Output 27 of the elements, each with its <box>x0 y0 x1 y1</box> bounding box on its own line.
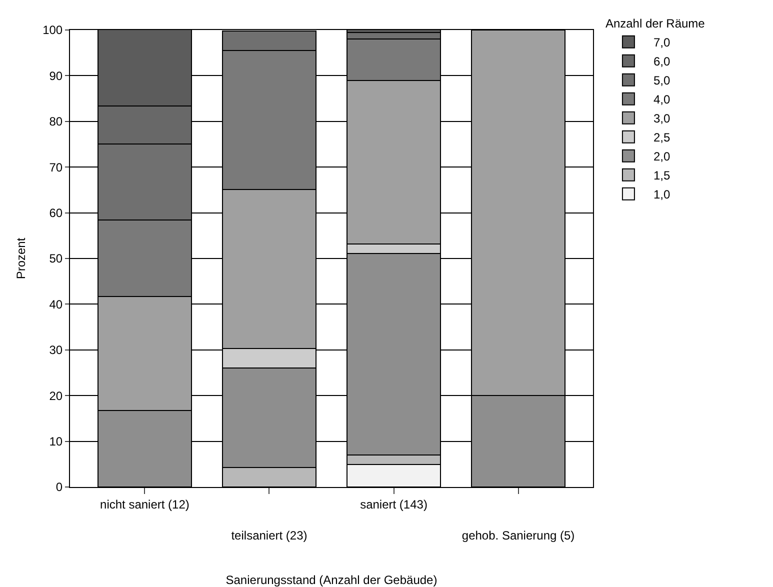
y-tick-label: 100 <box>42 23 63 38</box>
x-tick-label: gehob. Sanierung (5) <box>462 528 575 543</box>
legend-title: Anzahl der Räume <box>605 16 706 30</box>
legend-label: 1,0 <box>653 188 670 202</box>
y-tick-label: 0 <box>56 480 63 494</box>
x-tick-label: saniert (143) <box>360 497 428 512</box>
y-tick-label: 40 <box>49 297 63 312</box>
y-axis-title: Prozent <box>14 237 28 280</box>
legend-label: 1,5 <box>653 168 670 182</box>
legend-label: 4,0 <box>653 92 670 106</box>
x-axis-title: Sanierungsstand (Anzahl der Gebäude) <box>226 573 438 587</box>
y-tick-label: 30 <box>49 343 63 358</box>
legend-label: 7,0 <box>653 36 670 50</box>
y-tick-label: 50 <box>49 252 63 266</box>
x-tick-label: teilsaniert (23) <box>231 528 308 543</box>
legend-label: 3,0 <box>653 112 670 126</box>
legend-label: 6,0 <box>653 54 670 68</box>
legend-label: 5,0 <box>653 74 670 88</box>
y-tick-label: 20 <box>49 388 63 403</box>
y-tick-label: 70 <box>49 160 63 174</box>
x-tick-label: nicht saniert (12) <box>100 497 190 512</box>
legend-label: 2,5 <box>653 130 670 144</box>
legend-label: 2,0 <box>653 150 670 164</box>
y-tick-label: 80 <box>49 114 63 129</box>
y-tick-label: 60 <box>49 206 63 220</box>
y-tick-label: 10 <box>49 434 63 448</box>
y-tick-label: 90 <box>49 68 63 83</box>
